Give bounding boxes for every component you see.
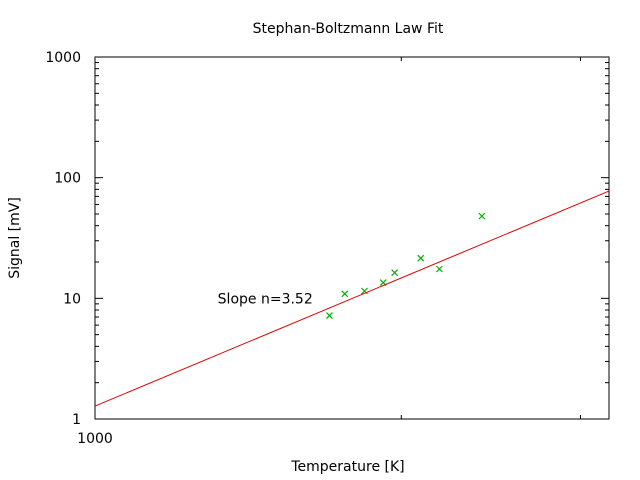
plot-frame: [94, 56, 610, 420]
x-tick-label: 1000: [77, 431, 113, 447]
chart-title: Stephan-Boltzmann Law Fit: [253, 21, 444, 37]
y-axis-label: Signal [mV]: [7, 197, 23, 279]
data-point: [435, 265, 443, 273]
y-tick-label: 10: [63, 291, 81, 307]
data-point: [391, 269, 399, 277]
y-tick-label: 100: [54, 171, 81, 187]
slope-annotation: Slope n=3.52: [218, 291, 313, 307]
data-point: [326, 312, 333, 319]
data-point: [341, 290, 349, 298]
data-point: [478, 212, 486, 220]
fit-line: [94, 190, 610, 407]
data-point: [417, 254, 425, 262]
plot-area: 1 10 100 1000 1000: [45, 50, 610, 447]
y-tick-label: 1000: [45, 50, 81, 66]
x-axis-label: Temperature [K]: [290, 459, 404, 475]
y-tick-label: 1: [72, 412, 81, 428]
